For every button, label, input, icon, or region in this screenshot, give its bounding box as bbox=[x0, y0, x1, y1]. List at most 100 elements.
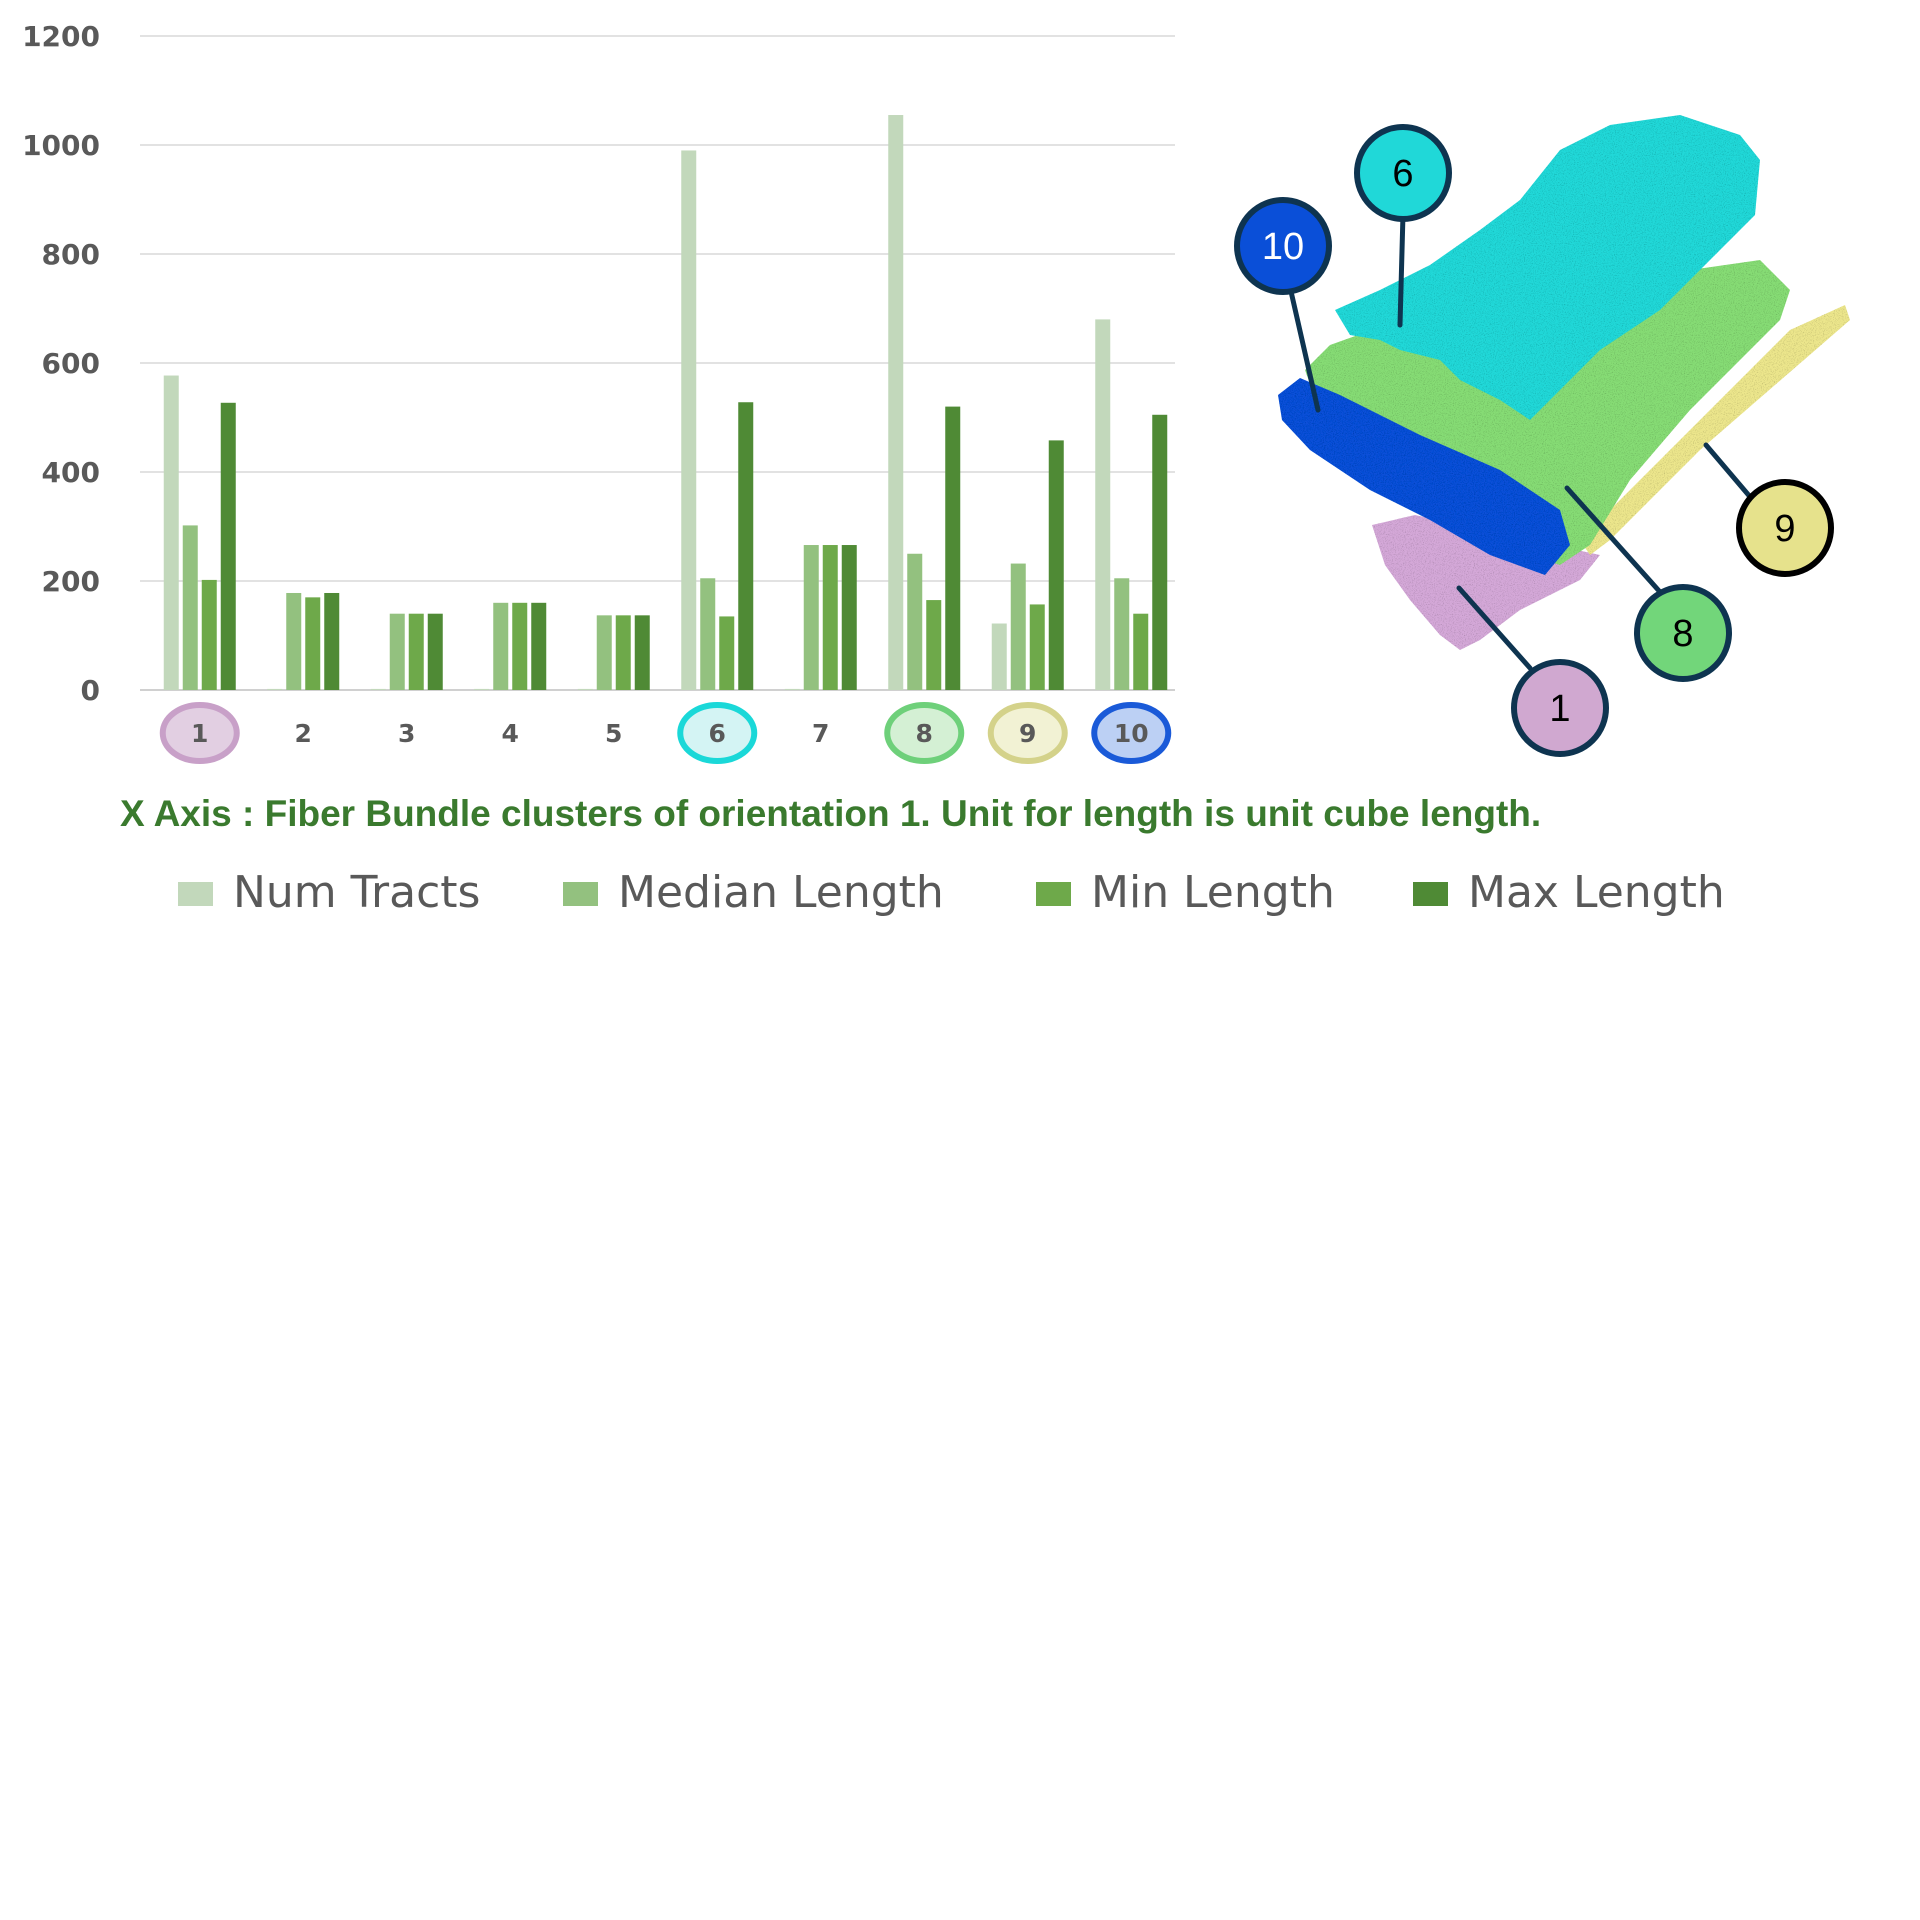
bar-median-length-9 bbox=[1010, 563, 1026, 690]
y-tick-label: 0 bbox=[81, 674, 100, 707]
category-badges bbox=[159, 702, 1172, 764]
x-tick-label: 5 bbox=[605, 719, 622, 748]
x-axis-ticks: 1 2 3 4 5 6 7 8 9 10 bbox=[191, 719, 1149, 748]
callouts: 6 10 9 8 1 bbox=[1234, 124, 1834, 757]
legend-entry-label: Min Length bbox=[1091, 867, 1335, 918]
legend-entry-label: Num Tracts bbox=[233, 867, 480, 918]
callout-label-1: 1 bbox=[1549, 688, 1570, 730]
bar-num-tracts-1 bbox=[163, 375, 179, 690]
bar-max-length-10 bbox=[1152, 414, 1168, 690]
callout-circle-8 bbox=[1634, 584, 1732, 682]
category-badge-1 bbox=[159, 702, 240, 764]
bar-min-length-1 bbox=[201, 579, 217, 690]
bar-median-length-6 bbox=[700, 578, 716, 690]
x-tick-label: 4 bbox=[502, 719, 519, 748]
category-badge-10 bbox=[1091, 702, 1172, 764]
gridlines bbox=[140, 35, 1175, 691]
x-tick-label: 1 bbox=[191, 719, 208, 748]
bar-num-tracts-5 bbox=[577, 688, 593, 690]
bar-max-length-4 bbox=[531, 602, 547, 690]
x-axis-caption: X Axis : Fiber Bundle clusters of orient… bbox=[120, 793, 1541, 834]
x-tick-label: 2 bbox=[295, 719, 312, 748]
bar-median-length-4 bbox=[493, 602, 509, 690]
x-tick-label: 6 bbox=[709, 719, 726, 748]
x-tick-label: 8 bbox=[916, 719, 933, 748]
bar-num-tracts-8 bbox=[888, 115, 904, 690]
callout-label-9: 9 bbox=[1774, 508, 1795, 550]
bar-max-length-9 bbox=[1048, 440, 1064, 690]
x-tick-label: 7 bbox=[812, 719, 829, 748]
bar-num-tracts-6 bbox=[681, 150, 697, 690]
bar-num-tracts-2 bbox=[267, 688, 283, 690]
bar-median-length-1 bbox=[182, 525, 198, 690]
callout-circle-1 bbox=[1511, 659, 1609, 757]
legend-swatch bbox=[1036, 882, 1071, 906]
callout-circle-6 bbox=[1354, 124, 1452, 222]
bar-min-length-5 bbox=[615, 615, 631, 690]
bar-num-tracts-4 bbox=[474, 688, 490, 690]
y-tick-label: 400 bbox=[42, 456, 100, 489]
callout-leader-lines bbox=[1287, 211, 1760, 671]
y-tick-label: 1200 bbox=[22, 20, 100, 53]
legend-entry-label: Max Length bbox=[1468, 867, 1725, 918]
callout-label-10: 10 bbox=[1262, 226, 1304, 268]
bar-max-length-3 bbox=[427, 613, 443, 690]
bar-median-length-3 bbox=[389, 613, 405, 690]
legend: Num Tracts Median Length Min Length Max Len… bbox=[178, 867, 1725, 918]
category-badge-6 bbox=[677, 702, 758, 764]
y-tick-label: 600 bbox=[42, 347, 100, 380]
bar-median-length-10 bbox=[1114, 578, 1130, 690]
cluster-6-layer bbox=[1335, 115, 1760, 420]
x-tick-label: 10 bbox=[1114, 719, 1149, 748]
bar-max-length-1 bbox=[220, 402, 236, 690]
cluster-10-layer bbox=[1278, 378, 1570, 575]
bar-num-tracts-7 bbox=[784, 688, 800, 690]
y-axis-ticks: 0 200 400 600 800 1000 1200 bbox=[22, 20, 100, 707]
bar-min-length-9 bbox=[1029, 604, 1045, 690]
bar-max-length-8 bbox=[945, 406, 961, 690]
bar-median-length-5 bbox=[596, 615, 612, 690]
bar-min-length-7 bbox=[822, 545, 838, 690]
x-tick-label: 3 bbox=[398, 719, 415, 748]
callout-circle-9 bbox=[1736, 479, 1834, 577]
bar-median-length-7 bbox=[803, 545, 819, 690]
category-badge-8 bbox=[884, 702, 965, 764]
bar-max-length-6 bbox=[738, 402, 754, 690]
bar-min-length-2 bbox=[305, 597, 321, 690]
y-tick-label: 800 bbox=[42, 238, 100, 271]
bars bbox=[163, 115, 1168, 690]
y-tick-label: 1000 bbox=[22, 129, 100, 162]
legend-entry-label: Median Length bbox=[618, 867, 944, 918]
bar-num-tracts-3 bbox=[370, 688, 386, 690]
bar-min-length-3 bbox=[408, 613, 424, 690]
callout-line-9 bbox=[1703, 442, 1760, 508]
bar-min-length-10 bbox=[1133, 613, 1149, 690]
callout-line-6 bbox=[1397, 211, 1406, 328]
y-tick-label: 200 bbox=[42, 565, 100, 598]
bar-max-length-5 bbox=[634, 615, 650, 690]
category-badge-9 bbox=[987, 702, 1068, 764]
bar-chart: 0 200 400 600 800 1000 1200 1 2 3 4 5 6 7 8 9 10 bbox=[22, 20, 1175, 764]
callout-label-8: 8 bbox=[1672, 613, 1693, 655]
bar-max-length-2 bbox=[324, 592, 340, 690]
bar-num-tracts-10 bbox=[1095, 319, 1111, 690]
bar-median-length-8 bbox=[907, 553, 923, 690]
callout-label-6: 6 bbox=[1392, 153, 1413, 195]
bar-median-length-2 bbox=[286, 592, 302, 690]
callout-line-1 bbox=[1456, 585, 1533, 671]
bar-min-length-6 bbox=[719, 616, 735, 690]
bar-min-length-4 bbox=[512, 602, 528, 690]
callout-line-10 bbox=[1287, 284, 1321, 413]
fiber-bundle-illustration: 6 10 9 8 1 bbox=[1234, 115, 1850, 757]
callout-circle-10 bbox=[1234, 197, 1332, 295]
legend-swatch bbox=[1413, 882, 1448, 906]
bar-min-length-8 bbox=[926, 600, 942, 690]
cluster-9-layer bbox=[1580, 305, 1850, 555]
callout-line-8 bbox=[1564, 485, 1663, 595]
bar-num-tracts-9 bbox=[991, 623, 1007, 690]
legend-swatch bbox=[563, 882, 598, 906]
x-tick-label: 9 bbox=[1019, 719, 1036, 748]
legend-swatch bbox=[178, 882, 213, 906]
bar-max-length-7 bbox=[841, 545, 857, 690]
